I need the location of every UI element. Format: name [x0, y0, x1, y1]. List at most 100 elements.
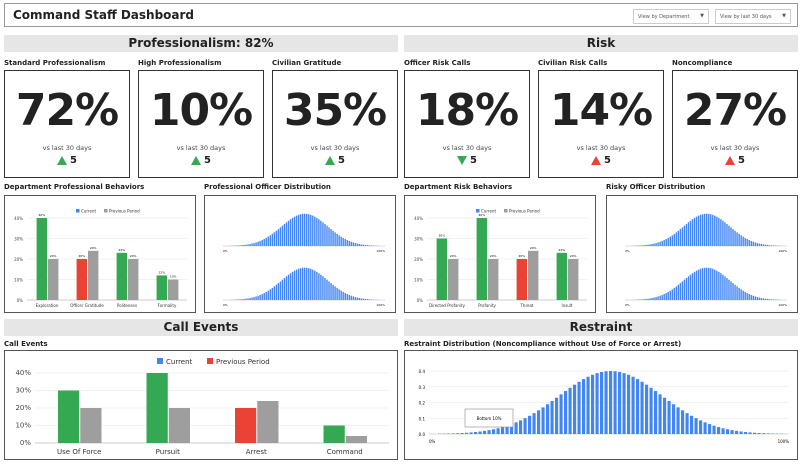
bar: [476, 218, 487, 300]
distribution-bar: [492, 429, 496, 434]
bar: [58, 390, 80, 443]
distribution-bar: [676, 407, 680, 434]
kpi-delta-value: 5: [70, 155, 77, 166]
kpi-delta: 5: [405, 155, 529, 166]
distribution-bar: [667, 291, 669, 300]
distribution-bar: [245, 244, 247, 246]
y-tick-label: 0.2: [419, 401, 426, 406]
chart-title: Risky Officer Distribution: [606, 183, 706, 191]
distribution-bar: [478, 431, 482, 434]
distribution-bar: [460, 433, 464, 434]
distribution-bar: [762, 433, 766, 434]
x-tick-label: 0%: [625, 249, 630, 253]
x-tick-label: 100%: [778, 249, 787, 253]
distribution-bar: [523, 418, 527, 434]
bar: [80, 408, 102, 443]
distribution-bar: [661, 294, 663, 300]
bar: [345, 436, 367, 443]
triangle-down-icon: [457, 155, 468, 165]
distribution-bar: [708, 424, 712, 434]
distribution-bar: [297, 214, 300, 246]
distribution-bar: [716, 216, 718, 246]
distribution-bar: [322, 276, 324, 300]
x-tick-label: Profanity: [478, 303, 496, 308]
distribution-bar: [649, 387, 653, 434]
distribution-bar: [744, 291, 746, 300]
kpi-label: Standard Professionalism: [4, 59, 106, 67]
distribution-bar: [750, 294, 752, 300]
distribution-bar: [306, 213, 308, 246]
distribution-bar: [708, 267, 710, 300]
distribution-bar: [677, 284, 680, 300]
distribution-bar: [736, 232, 738, 246]
bar: [528, 250, 539, 300]
distribution-bar: [514, 422, 518, 434]
distribution-bar: [312, 269, 314, 300]
distribution-bar: [324, 223, 326, 246]
distribution-bar: [613, 371, 617, 434]
distribution-bar: [752, 241, 754, 246]
distribution-bar: [273, 232, 276, 246]
distribution-bar: [677, 230, 680, 246]
x-tick-label: Directed Profanity: [429, 303, 466, 308]
distribution-bar: [762, 244, 765, 246]
x-tick-label: Officer Gratitude: [70, 303, 104, 308]
distribution-bar: [336, 233, 338, 246]
legend-label: Previous Period: [509, 209, 540, 214]
distribution-bar: [352, 296, 355, 300]
distribution-bar: [653, 297, 655, 300]
x-tick-label: 100%: [778, 439, 790, 444]
distribution-bar: [695, 216, 698, 246]
kpi-card: 35% vs last 30 days 5: [272, 70, 398, 178]
distribution-bar: [320, 274, 322, 300]
kpi-card: 18% vs last 30 days 5: [404, 70, 530, 178]
distribution-bar: [681, 281, 684, 300]
distribution-bar: [706, 267, 708, 300]
kpi-label: Noncompliance: [672, 59, 733, 67]
y-tick-label: 40%: [15, 369, 31, 377]
distribution-bar: [249, 244, 251, 246]
distribution-bar: [734, 230, 736, 246]
annotation-label: Bottom 10%: [477, 416, 502, 421]
distribution-bar: [465, 432, 469, 434]
distribution-bar: [273, 286, 276, 300]
distribution-bar: [708, 213, 710, 246]
x-tick-label: Threat: [519, 303, 533, 308]
distribution-bar: [245, 298, 247, 300]
distribution-bar: [346, 294, 348, 300]
distribution-bar: [627, 374, 631, 434]
distribution-bar: [766, 244, 769, 246]
distribution-bar: [730, 430, 734, 434]
distribution-bar: [732, 283, 734, 300]
distribution-bar: [555, 397, 559, 434]
distribution-bar: [253, 297, 255, 300]
distribution-bar: [251, 297, 253, 300]
distribution-bar: [655, 297, 657, 300]
call-events-chart: 0% 10% 20% 30% 40% Current Previous Period Use …: [4, 350, 398, 460]
distribution-bar: [505, 425, 509, 434]
distribution-bar: [241, 245, 243, 246]
distribution-bar: [651, 298, 653, 300]
section-restraint: Restraint: [404, 319, 798, 336]
distribution-bar: [316, 217, 318, 246]
distribution-bar: [487, 430, 491, 434]
distribution-bar: [649, 244, 651, 246]
distribution-bar: [754, 296, 757, 300]
distribution-bar: [279, 227, 282, 246]
distribution-bar: [740, 235, 742, 246]
kpi-comparison: vs last 30 days: [710, 144, 760, 152]
x-tick-label: 0%: [429, 439, 436, 444]
kpi-card: 27% vs last 30 days 5: [672, 70, 798, 178]
department-select[interactable]: View by Department ▼: [633, 9, 709, 24]
distribution-bar: [344, 239, 346, 246]
distribution-bar: [318, 273, 320, 300]
data-label: 20%: [450, 254, 457, 258]
kpi-value: 27%: [683, 85, 787, 136]
distribution-bar: [541, 407, 545, 434]
kpi-card: 14% vs last 30 days 5: [538, 70, 664, 178]
distribution-bar: [649, 298, 651, 300]
distribution-bar: [687, 222, 690, 246]
professional-officer-distribution-chart: 0% 100% 0% 100%: [204, 195, 396, 313]
period-select[interactable]: View by last 30 days ▼: [715, 9, 791, 24]
distribution-bar: [703, 267, 706, 300]
